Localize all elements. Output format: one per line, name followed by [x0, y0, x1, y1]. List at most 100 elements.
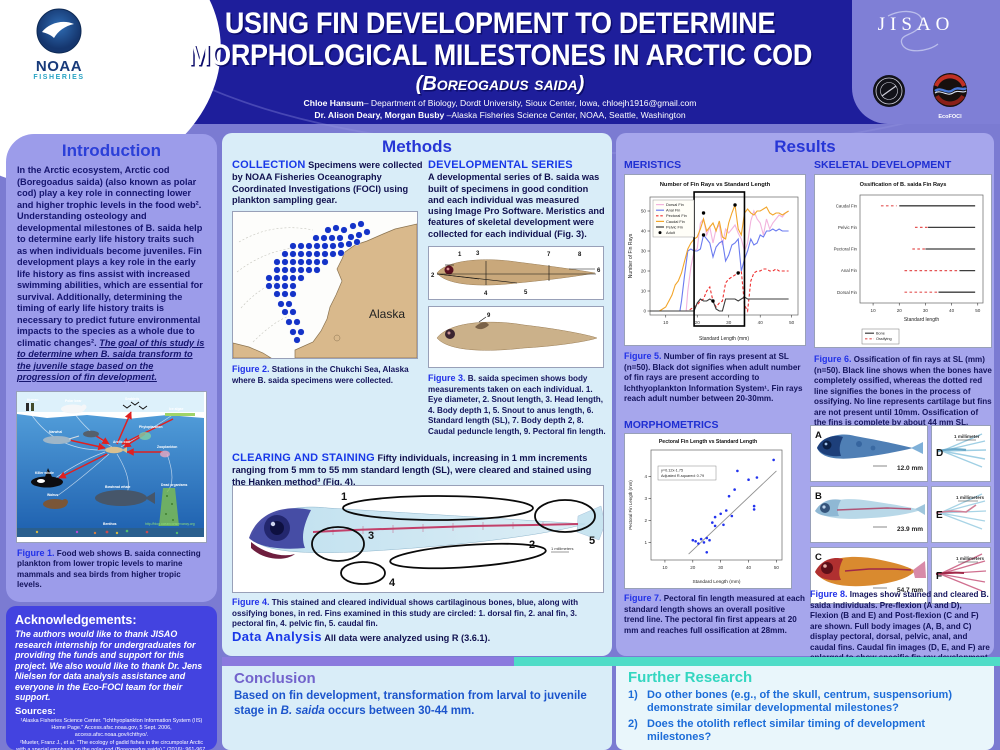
- dordt-university-seal: [872, 74, 906, 113]
- svg-text:Anal Fin: Anal Fin: [666, 208, 680, 213]
- fin-rays-line-chart: Number of Fin Rays vs Standard Length 10 2…: [628, 182, 799, 342]
- further-research-item-1: 1) Do other bones (e.g., of the skull, c…: [628, 689, 982, 715]
- svg-text:0: 0: [643, 309, 646, 314]
- figure5-caption: Figure 5. Number of fin rays present at …: [624, 351, 808, 405]
- figure8-panel-F: F 1 millimeters: [931, 547, 991, 604]
- fig8-size-c: 54.7 mm: [897, 587, 923, 594]
- skeletal-development-label: SKELETAL DEVELOPMENT: [814, 159, 952, 171]
- foodweb-source-url: http://blog.oceanconservancy.org: [145, 522, 195, 526]
- fig8-scale-d: 1 millimeter: [954, 434, 980, 439]
- svg-text:20: 20: [690, 565, 696, 570]
- fig3-marker-5: 5: [524, 290, 528, 296]
- conclusion-panel: Conclusion Based on fin development, tra…: [222, 666, 612, 750]
- methods-panel: Methods COLLECTION Specimens were collec…: [222, 133, 612, 656]
- svg-text:Caudal Fin: Caudal Fin: [666, 219, 685, 224]
- figure2-label: Figure 2.: [232, 364, 270, 374]
- svg-text:40: 40: [758, 320, 764, 325]
- jisao-wordmark: JISAO: [877, 14, 955, 35]
- fig8-letter-b: B: [815, 491, 822, 502]
- preflexion-caudal-image: D 1 millimeter: [936, 433, 987, 468]
- further-research-item-2: 2) Does the otolith reflect similar timi…: [628, 718, 982, 744]
- further-item-2-number: 2): [628, 717, 638, 730]
- svg-text:Ossification of B. saida Fin R: Ossification of B. saida Fin Rays: [860, 182, 947, 188]
- noaa-logo: NOAA FISHERIES: [16, 8, 102, 81]
- fig4-marker-2: 2: [529, 539, 535, 551]
- svg-text:20: 20: [641, 269, 647, 274]
- conclusion-species: B. saida: [280, 704, 325, 717]
- fig3-marker-4: 4: [484, 291, 488, 297]
- svg-text:Pectoral Fin Length vs Standar: Pectoral Fin Length vs Standard Length: [659, 439, 757, 445]
- introduction-heading: Introduction: [61, 141, 162, 160]
- svg-text:Seabirds: Seabirds: [125, 397, 139, 401]
- svg-text:y=0.12x-1.75: y=0.12x-1.75: [661, 469, 683, 473]
- svg-text:Walrus: Walrus: [47, 493, 58, 497]
- svg-text:Ossifying: Ossifying: [876, 337, 892, 341]
- ossification-range-chart: Ossification of B. saida Fin Rays Caudal …: [834, 182, 984, 345]
- jisao-swirl-icon: [887, 10, 939, 52]
- clearing-staining-text: Fifty individuals, increasing in 1 mm in…: [232, 453, 592, 487]
- figure8-panel-E: E 1 millimeters: [931, 486, 991, 543]
- collection-label: COLLECTION: [232, 159, 306, 171]
- svg-text:Pectoral Fin: Pectoral Fin: [834, 247, 858, 252]
- svg-text:10: 10: [641, 289, 647, 294]
- svg-text:Killer whale: Killer whale: [35, 471, 54, 475]
- fig3-marker-2: 2: [431, 273, 435, 279]
- source-item-2: ²Mueter, Franz J., et al. "The ecology o…: [16, 739, 207, 750]
- fig4-marker-3: 3: [368, 530, 374, 542]
- acknowledgements-panel: Acknowledgements: The authors would like…: [6, 606, 217, 750]
- svg-text:Number of Fin Rays: Number of Fin Rays: [628, 233, 634, 278]
- svg-text:Adult: Adult: [666, 230, 676, 235]
- clearing-staining-block: CLEARING AND STAINING Fifty individuals,…: [232, 452, 606, 488]
- fig8-letter-e: E: [936, 510, 943, 521]
- svg-text:2: 2: [644, 518, 647, 523]
- author-name-2: Dr. Alison Deary, Morgan Busby: [314, 109, 445, 120]
- header-banner: NOAA FISHERIES USING FIN DEVELOPMENT TO …: [0, 0, 1000, 219]
- fig4-scale-label: 1 millimeters: [551, 546, 573, 551]
- svg-text:40: 40: [746, 565, 752, 570]
- svg-text:50: 50: [641, 209, 647, 214]
- figure8-panel-A: 12.0 mm A: [810, 425, 928, 482]
- figure7-chart: Pectoral Fin Length vs Standard Length 10…: [624, 433, 792, 589]
- svg-text:Standard length: Standard length: [904, 317, 940, 323]
- figure2-caption-text: Stations in the Chukchi Sea, Alaska wher…: [232, 365, 409, 385]
- figure8-image-grid: 12.0 mm A D 1 millimeter: [810, 425, 992, 608]
- developmental-series-block: DEVELOPMENTAL SERIES A developmental ser…: [428, 159, 606, 240]
- fig3-marker-9: 9: [487, 313, 491, 319]
- figure1-foodweb-image: Human Polar bear Seabirds Ice algae Narwhal P…: [16, 390, 207, 543]
- author-affil-1: – Department of Biology, Dordt Universit…: [363, 97, 697, 108]
- svg-text:Pectoral Fin Length (mm): Pectoral Fin Length (mm): [628, 480, 633, 530]
- author-line-1: Chloe Hansum– Department of Biology, Dor…: [170, 98, 830, 108]
- developmental-series-text: A developmental series of B. saida was b…: [428, 172, 605, 239]
- fig3-marker-7: 7: [547, 252, 551, 258]
- foodweb-animals: [26, 401, 195, 526]
- figure4-caption: Figure 4. This stained and cleared indiv…: [232, 597, 606, 630]
- svg-text:Pelvic Fin: Pelvic Fin: [666, 224, 683, 229]
- university-seal-icon: [873, 75, 905, 107]
- specimen-measurements-illustration: 1 2 3 4 5 6 7 8: [431, 251, 601, 297]
- figure1-caption: Figure 1. Food web shows B. saida connec…: [6, 543, 217, 591]
- data-analysis-text: All data were analyzed using R (3.6.1).: [324, 633, 491, 643]
- svg-text:4: 4: [644, 474, 647, 479]
- figure7-caption: Figure 7. Pectoral fin length measured a…: [624, 593, 806, 636]
- author-name-1: Chloe Hansum: [303, 97, 364, 108]
- fig8-scale-f: 1 millimeters: [956, 556, 985, 561]
- collection-text: Specimens were collected by NOAA Fisheri…: [232, 160, 423, 205]
- svg-text:30: 30: [641, 249, 647, 254]
- clearing-staining-label: CLEARING AND STAINING: [232, 452, 375, 464]
- figure4-label: Figure 4.: [232, 597, 270, 607]
- svg-text:Dorsal Fin: Dorsal Fin: [837, 290, 858, 295]
- author-affil-2: –Alaska Fisheries Science Center, NOAA, …: [444, 109, 686, 120]
- acknowledgements-heading: Acknowledgements:: [15, 613, 137, 627]
- svg-text:Adjusted R-squared: 0.79: Adjusted R-squared: 0.79: [661, 474, 704, 478]
- specimen-pectoral-illustration: 9: [436, 313, 598, 351]
- svg-text:Standard Length (mm): Standard Length (mm): [699, 336, 749, 342]
- figure7-label: Figure 7.: [624, 593, 662, 603]
- poster-title-species: (Boreogadus saida): [415, 72, 585, 95]
- further-item-1-text: Do other bones (e.g., of the skull, cent…: [647, 689, 952, 714]
- figure2-caption: Figure 2. Stations in the Chukchi Sea, A…: [232, 364, 422, 386]
- preflexion-fish-image: 12.0 mm A: [815, 430, 923, 472]
- meristics-label: MERISTICS: [624, 159, 682, 171]
- stained-specimen-illustration: 1 2 3 4 5 1 millimeters: [249, 491, 606, 589]
- svg-text:Caudal Fin: Caudal Fin: [836, 203, 858, 208]
- svg-text:50: 50: [789, 320, 795, 325]
